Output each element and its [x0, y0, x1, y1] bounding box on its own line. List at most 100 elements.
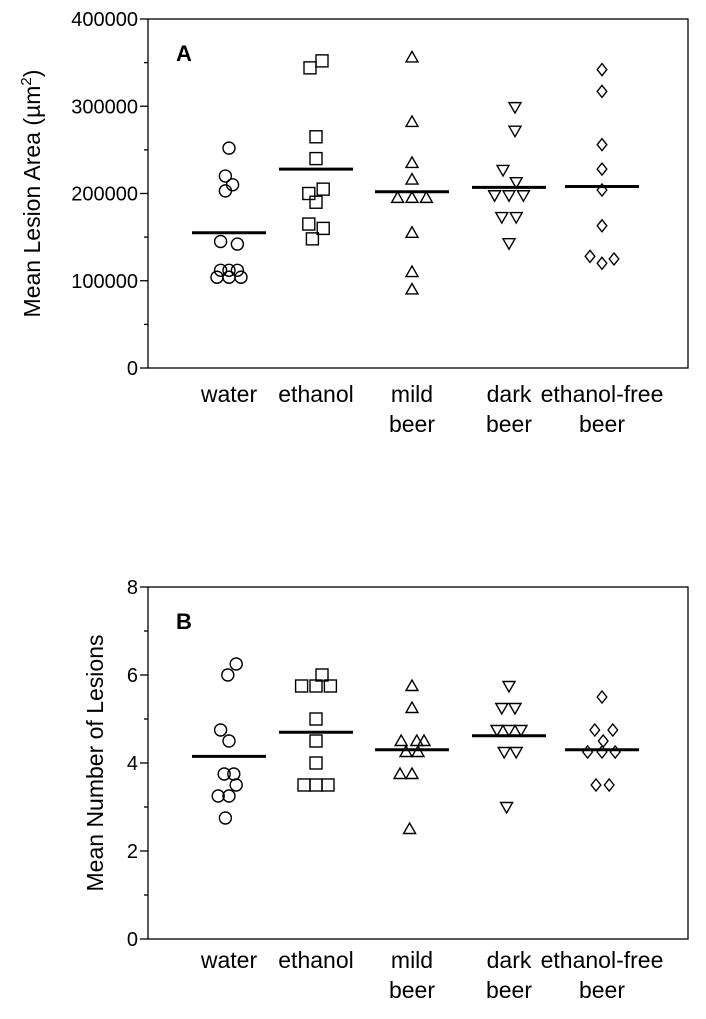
y-axis-title-superscript: 2 [18, 77, 35, 85]
data-point-diamond [590, 777, 602, 793]
data-point-triangle-down [501, 190, 517, 203]
data-point-circle [213, 263, 228, 277]
x-category-label: ethanol-free [541, 381, 664, 407]
data-point-circle [213, 234, 228, 249]
data-point-triangle-down [499, 801, 514, 815]
data-point-square [315, 54, 329, 68]
x-category-label: mild [391, 381, 433, 407]
data-point-circle [218, 184, 233, 198]
data-point-circle [229, 778, 243, 792]
data-point-circle [222, 141, 236, 155]
data-point-circle [234, 270, 248, 284]
data-point-triangle-down [516, 190, 531, 203]
data-point-triangle-down [507, 101, 523, 115]
data-point-diamond [584, 249, 596, 264]
data-point-triangle-up [404, 190, 420, 204]
data-point-triangle-down [496, 746, 512, 760]
data-point-square [315, 668, 329, 682]
data-point-square [316, 182, 330, 196]
data-point-square [309, 195, 323, 209]
data-point-diamond [596, 62, 608, 77]
panel-label: A [176, 41, 192, 66]
y-tick-label: 4 [127, 753, 138, 775]
data-point-triangle-up [404, 700, 420, 714]
y-axis-title-close: ) [19, 70, 45, 78]
data-point-square [305, 232, 320, 246]
x-category-label: beer [486, 977, 532, 1003]
data-point-triangle-down [487, 190, 502, 203]
data-point-circle [222, 789, 236, 803]
x-category-label: beer [579, 411, 625, 437]
panel-a: 0 100000 200000 300000 400000 A Mean Lesion Ar… [18, 9, 689, 437]
data-point-circle [222, 263, 236, 277]
data-point-circle [222, 734, 236, 748]
x-category-label: beer [389, 411, 435, 437]
data-point-square [302, 186, 316, 201]
data-point-circle [218, 811, 233, 825]
data-point-triangle-down [495, 164, 511, 178]
plot-frame [147, 18, 689, 369]
data-point-diamond [596, 218, 608, 233]
data-point-diamond [596, 137, 608, 152]
data-point-triangle-down [501, 680, 517, 694]
data-point-diamond [596, 161, 608, 177]
data-point-triangle-up [404, 155, 420, 169]
data-point-triangle-up [404, 282, 420, 295]
data-point-triangle-down [507, 702, 523, 716]
data-point-square [294, 679, 309, 693]
data-point-square [309, 130, 323, 144]
y-tick-label: 6 [127, 665, 138, 687]
y-tick-label: 300000 [71, 96, 138, 118]
data-point-diamond [589, 722, 601, 738]
data-point-triangle-up [419, 190, 434, 204]
data-point-triangle-up [393, 733, 409, 747]
data-point-diamond [607, 722, 619, 738]
data-point-triangle-up [404, 114, 420, 128]
data-point-square [316, 221, 330, 236]
x-category-label: water [200, 381, 258, 407]
x-category-label: beer [389, 977, 435, 1003]
y-tick-label: 200000 [71, 184, 138, 206]
x-category-label: mild [391, 947, 433, 973]
data-point-square [323, 679, 338, 693]
data-point-triangle-down [508, 746, 524, 760]
y-axis-title: Mean Lesion Area (µm2) [18, 70, 45, 318]
data-point-triangle-up [404, 766, 420, 780]
data-point-triangle-down [494, 702, 510, 716]
data-point-square [321, 778, 335, 792]
data-point-diamond [596, 84, 608, 99]
data-point-square [297, 778, 311, 792]
x-category-label: beer [579, 977, 625, 1003]
data-point-diamond [609, 744, 621, 760]
data-point-triangle-up [404, 264, 420, 278]
data-point-circle [218, 169, 233, 183]
data-point-circle [213, 723, 228, 737]
data-point-circle [210, 270, 224, 284]
data-point-circle [230, 263, 245, 277]
x-category-label: ethanol [278, 381, 353, 407]
y-tick-label: 100000 [71, 271, 138, 293]
data-point-square [309, 778, 323, 792]
data-point-triangle-down [489, 724, 505, 738]
data-point-triangle-up [402, 821, 417, 835]
x-category-label: ethanol [278, 947, 353, 973]
data-point-triangle-down [501, 238, 517, 251]
data-point-triangle-up [409, 733, 425, 747]
data-point-triangle-down [494, 211, 510, 225]
data-point-circle [222, 270, 236, 284]
data-point-square [309, 734, 323, 748]
data-point-triangle-down [508, 176, 524, 190]
data-point-square [309, 151, 323, 166]
data-point-diamond [597, 733, 609, 749]
data-point-circle [230, 237, 245, 251]
data-point-triangle-up [404, 225, 420, 238]
x-category-label: beer [486, 411, 532, 437]
y-axis-title: Mean Number of Lesions [82, 635, 108, 892]
data-point-square [302, 217, 316, 231]
y-tick-label: 0 [127, 929, 138, 951]
panel-b: 0 2 4 6 8 B Mean Number of Lesions water ethanol… [82, 577, 689, 1003]
y-axis-title-text: Mean Number of Lesions [82, 635, 108, 892]
data-point-triangle-down [513, 724, 529, 738]
data-point-diamond [596, 744, 608, 760]
